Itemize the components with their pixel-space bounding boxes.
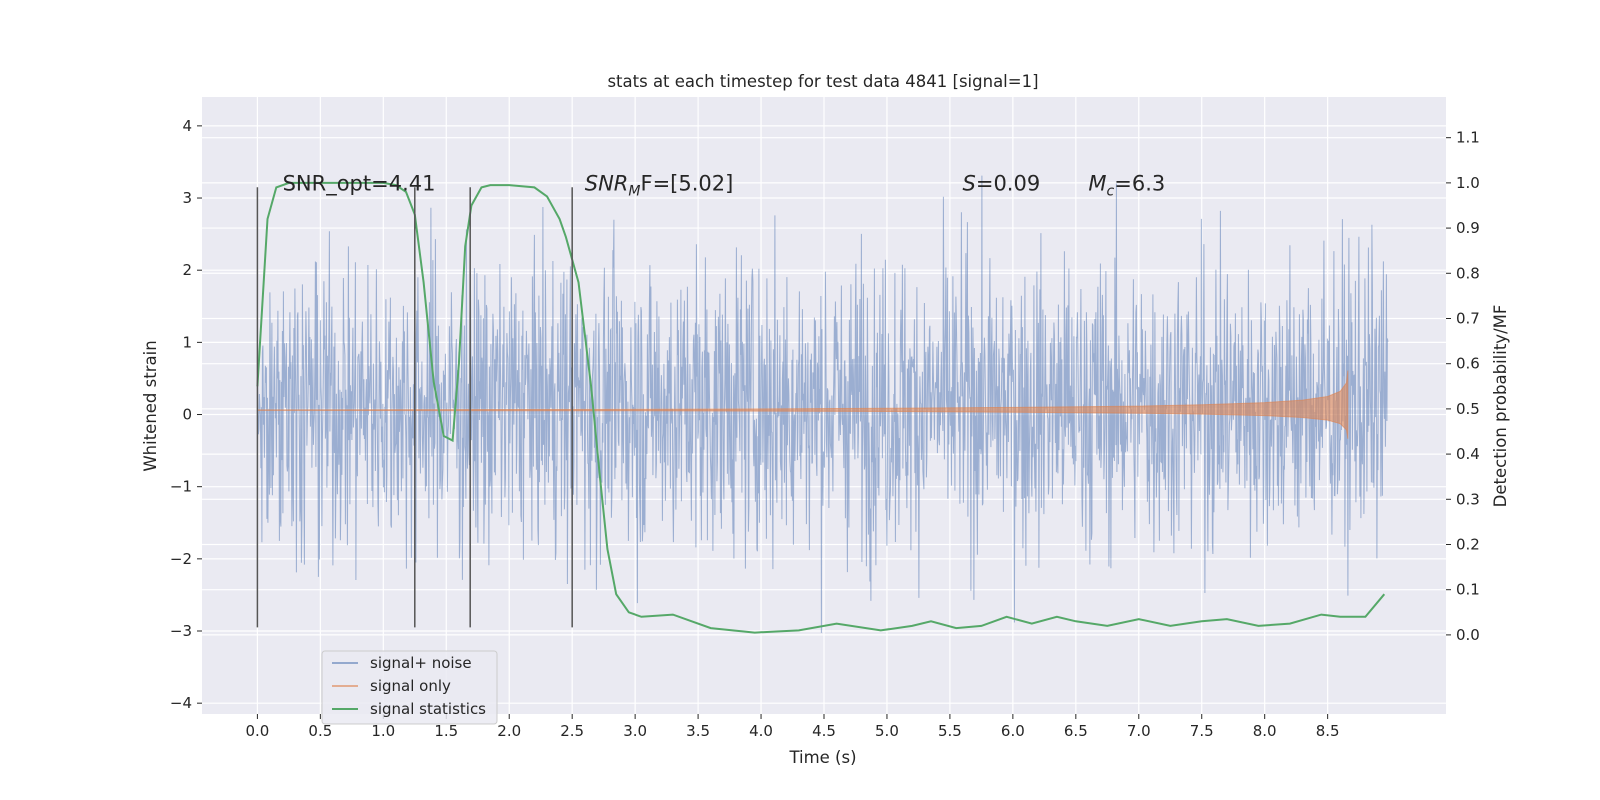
x-tick-label: 8.0 [1253, 722, 1277, 740]
y-tick-label: −3 [170, 622, 192, 640]
x-tick-label: 0.5 [308, 722, 332, 740]
legend-label-stats: signal statistics [370, 700, 486, 718]
y-tick-label: 1 [182, 333, 192, 351]
x-tick-label: 4.0 [749, 722, 773, 740]
chart-title: stats at each timestep for test data 484… [607, 72, 1038, 91]
grid-lines [202, 97, 1446, 714]
signal-noise-series [256, 175, 1389, 633]
y2-tick-label: 0.0 [1456, 626, 1480, 644]
x-tick-label: 7.0 [1127, 722, 1151, 740]
x-tick-label: 2.0 [497, 722, 521, 740]
annotation-main: M [1088, 172, 1106, 196]
annotation-3: Mc=6.3 [1088, 172, 1165, 200]
x-tick-label: 2.5 [560, 722, 584, 740]
y2-tick-label: 0.2 [1456, 535, 1480, 553]
x-tick-label: 3.0 [623, 722, 647, 740]
x-tick-label: 5.0 [875, 722, 899, 740]
noise-trace [256, 175, 1389, 633]
x-tick-label: 0.0 [245, 722, 269, 740]
legend-box [321, 650, 498, 725]
x-axis-label: Time (s) [788, 748, 856, 767]
x-tick-label: 6.5 [1064, 722, 1088, 740]
annotation-2: S=0.09 [963, 172, 1041, 196]
legend-label-noise: signal+ noise [370, 654, 472, 672]
y-tick-label: −1 [170, 478, 192, 496]
y-tick-label: 2 [182, 261, 192, 279]
x-tick-label: 1.5 [434, 722, 458, 740]
stats-line [256, 181, 1386, 634]
y2-axis-label: Detection probability/MF [1491, 305, 1510, 508]
y2-tick-label: 0.9 [1456, 219, 1480, 237]
y2-tick-label: 0.5 [1456, 400, 1480, 418]
y2-tick-label: 0.8 [1456, 264, 1480, 282]
annotations: SNR_opt=4.41 SNRMF=[5.02] S=0.09 Mc=6.3 [283, 172, 1166, 200]
annotation-tail: =0.09 [976, 172, 1040, 196]
annotation-tail: F=[5.02] [641, 172, 734, 196]
y2-tick-label: 1.0 [1456, 174, 1480, 192]
y-tick-label: 4 [182, 117, 192, 135]
x-tick-label: 5.5 [938, 722, 962, 740]
x-tick-label: 4.5 [812, 722, 836, 740]
y2-tick-label: 0.7 [1456, 309, 1480, 327]
x-tick-label: 1.0 [371, 722, 395, 740]
signal-statistics-series [256, 181, 1386, 634]
annotation-sub: c [1107, 184, 1115, 200]
y2-tick-label: 1.1 [1456, 129, 1480, 147]
y2-tick-label: 0.4 [1456, 445, 1480, 463]
y2-tick-label: 0.3 [1456, 490, 1480, 508]
x-tick-label: 3.5 [686, 722, 710, 740]
axes: 0.0 0.5 1.0 1.5 2.0 2.5 3.0 3.5 4.0 4.5 5.0 5.5 6.0 6… [170, 117, 1480, 740]
annotation-sub: M [628, 184, 640, 200]
x-tick-label: 6.0 [1001, 722, 1025, 740]
annotation-main: SNR [585, 172, 629, 196]
annotation-1: SNRMF=[5.02] [585, 172, 734, 200]
signal-chirp [256, 370, 1349, 439]
y-tick-label: −2 [170, 550, 192, 568]
y-tick-label: −4 [170, 694, 192, 712]
x-tick-label: 8.5 [1316, 722, 1340, 740]
annotation-0: SNR_opt=4.41 [283, 172, 436, 197]
signal-only-series [256, 370, 1349, 439]
y-axis-label: Whitened strain [141, 340, 160, 471]
x-tick-label: 7.5 [1190, 722, 1214, 740]
vertical-markers [256, 187, 573, 628]
y2-tick-label: 0.1 [1456, 581, 1480, 599]
y2-tick-label: 0.6 [1456, 355, 1480, 373]
legend-label-signal: signal only [370, 677, 451, 695]
y-tick-label: 0 [182, 406, 192, 424]
legend: signal+ noise signal only signal statist… [321, 650, 498, 725]
y-tick-label: 3 [182, 189, 192, 207]
annotation-main: S [963, 172, 976, 196]
annotation-tail: =6.3 [1114, 172, 1165, 196]
